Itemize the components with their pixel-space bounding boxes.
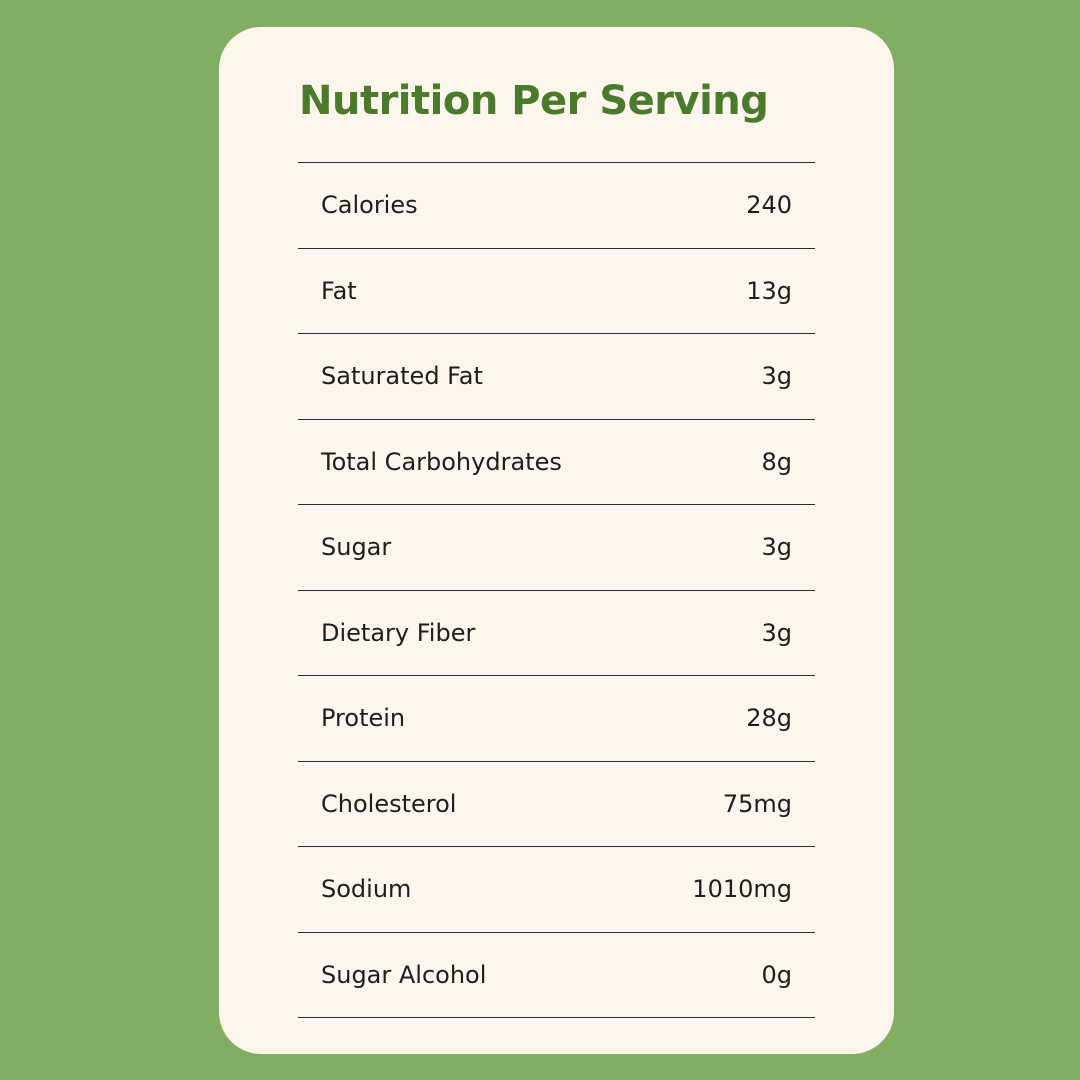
table-row-saturated-fat: Saturated Fat 3g — [298, 334, 815, 420]
row-label: Protein — [321, 704, 406, 733]
row-value: 3g — [761, 533, 792, 562]
row-value: 1010mg — [692, 875, 792, 904]
table-row-sodium: Sodium 1010mg — [298, 847, 815, 933]
table-row-total-carbohydrates: Total Carbohydrates 8g — [298, 420, 815, 505]
row-label: Dietary Fiber — [321, 618, 476, 647]
table-row-cholesterol: Cholesterol 75mg — [298, 762, 815, 847]
row-label: Fat — [321, 276, 357, 305]
nutrition-table: Calories 240 Fat 13g Saturated Fat 3g To… — [298, 162, 815, 1018]
row-label: Total Carbohydrates — [321, 447, 562, 476]
row-value: 8g — [761, 447, 792, 476]
row-value: 75mg — [722, 789, 792, 818]
nutrition-card: Nutrition Per Serving Calories 240 Fat 1… — [219, 27, 894, 1054]
row-value: 0g — [761, 960, 792, 989]
table-row-sugar-alcohol: Sugar Alcohol 0g — [298, 933, 815, 1018]
table-row-protein: Protein 28g — [298, 676, 815, 762]
table-row-sugar: Sugar 3g — [298, 505, 815, 591]
row-label: Calories — [321, 191, 418, 220]
row-label: Cholesterol — [321, 789, 457, 818]
row-label: Saturated Fat — [321, 362, 483, 391]
table-row-fat: Fat 13g — [298, 249, 815, 334]
row-value: 13g — [746, 276, 792, 305]
row-label: Sugar — [321, 533, 392, 562]
page-title: Nutrition Per Serving — [299, 78, 769, 124]
row-label: Sugar Alcohol — [321, 960, 487, 989]
row-label: Sodium — [321, 875, 412, 904]
row-value: 3g — [761, 362, 792, 391]
table-row-dietary-fiber: Dietary Fiber 3g — [298, 591, 815, 676]
table-row-calories: Calories 240 — [298, 163, 815, 249]
row-value: 3g — [761, 618, 792, 647]
row-value: 28g — [746, 704, 792, 733]
row-value: 240 — [746, 191, 792, 220]
